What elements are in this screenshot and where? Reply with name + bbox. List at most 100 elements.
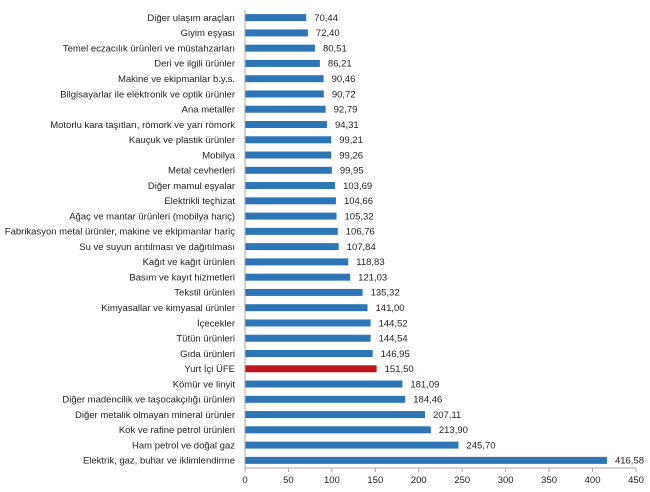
data-label: 135,32 bbox=[371, 288, 400, 299]
data-label: 90,72 bbox=[332, 89, 356, 100]
category-label: Kağıt ve kağıt ürünleri bbox=[143, 257, 235, 268]
data-label: 94,31 bbox=[335, 120, 359, 131]
category-label: Kimyasallar ve kimyasal ürünler bbox=[101, 303, 235, 314]
data-label: 99,95 bbox=[340, 166, 364, 177]
category-label: Kömür ve linyit bbox=[173, 379, 236, 390]
bar bbox=[245, 136, 332, 144]
bar bbox=[245, 59, 320, 67]
category-label: Mobilya bbox=[202, 150, 235, 161]
data-label: 184,46 bbox=[413, 395, 442, 406]
data-label: 105,32 bbox=[345, 211, 374, 222]
category-label: İçecekler bbox=[197, 318, 235, 329]
bar bbox=[245, 319, 371, 327]
bar bbox=[245, 29, 308, 37]
bar bbox=[245, 14, 307, 22]
x-tick-label: 50 bbox=[283, 475, 294, 486]
category-label: Ana metaller bbox=[182, 105, 235, 116]
bar bbox=[245, 456, 607, 464]
data-label: 106,76 bbox=[346, 227, 375, 238]
x-tick-label: 250 bbox=[454, 475, 470, 486]
bar bbox=[245, 227, 338, 235]
data-label: 90,46 bbox=[332, 74, 356, 85]
bar bbox=[245, 395, 406, 403]
category-label: Diğer madencilik ve taşocakçılığı ürünle… bbox=[62, 395, 235, 406]
bar bbox=[245, 166, 332, 174]
data-label: 151,50 bbox=[385, 364, 414, 375]
data-label: 141,00 bbox=[376, 303, 405, 314]
x-tick-label: 300 bbox=[498, 475, 514, 486]
bar bbox=[245, 334, 371, 342]
x-tick-label: 200 bbox=[411, 475, 427, 486]
x-tick-label: 100 bbox=[324, 475, 340, 486]
data-label: 181,09 bbox=[410, 379, 439, 390]
data-label: 86,21 bbox=[328, 59, 352, 70]
category-label: Elektrik, gaz, buhar ve iklimlendirme bbox=[83, 456, 235, 467]
category-label: Yurt İçi ÜFE bbox=[184, 364, 235, 375]
category-label: Diğer mamul eşyalar bbox=[148, 181, 235, 192]
category-label: Tekstil ürünleri bbox=[174, 288, 235, 299]
category-label: Kok ve rafine petrol ürünleri bbox=[119, 425, 235, 436]
bar bbox=[245, 441, 459, 449]
category-label: Bilgisayarlar ile elektronik ve optik ür… bbox=[60, 89, 235, 100]
category-label: Basım ve kayıt hizmetleri bbox=[129, 272, 235, 283]
x-tick-label: 0 bbox=[242, 475, 247, 486]
category-label: Diğer metalik olmayan mineral ürünler bbox=[75, 410, 235, 421]
bar bbox=[245, 105, 326, 113]
category-label: Deri ve ilgili ürünler bbox=[154, 59, 235, 70]
data-label: 99,21 bbox=[339, 135, 363, 146]
bar bbox=[245, 182, 336, 190]
bar bbox=[245, 350, 373, 357]
category-label: Giyim eşyası bbox=[181, 28, 235, 39]
category-label: Ham petrol ve doğal gaz bbox=[132, 440, 235, 451]
data-label: 70,44 bbox=[314, 13, 338, 24]
category-label: Metal cevherleri bbox=[168, 166, 235, 177]
data-label: 107,84 bbox=[347, 242, 376, 253]
category-label: Fabrikasyon metal ürünler, makine ve eki… bbox=[5, 227, 235, 238]
bar bbox=[245, 288, 363, 296]
bar bbox=[245, 44, 315, 52]
bar bbox=[245, 426, 431, 434]
category-label: Makine ve ekipmanlar b.y.s. bbox=[118, 74, 235, 85]
data-label: 146,95 bbox=[381, 349, 410, 360]
x-tick-label: 400 bbox=[585, 475, 601, 486]
data-label: 416,58 bbox=[615, 456, 644, 467]
bar bbox=[245, 197, 336, 205]
x-tick-label: 450 bbox=[628, 475, 644, 486]
data-label: 72,40 bbox=[316, 28, 340, 39]
bar bbox=[245, 258, 349, 266]
category-label: Elektrikli teçhizat bbox=[164, 196, 235, 207]
bar bbox=[245, 304, 368, 312]
bar bbox=[245, 151, 332, 159]
category-label: Kauçuk ve plastik ürünler bbox=[129, 135, 235, 146]
data-label: 99,26 bbox=[339, 150, 363, 161]
category-label: Motorlu kara taşıtları, römork ve yarı r… bbox=[50, 120, 235, 131]
bar bbox=[245, 212, 337, 220]
data-label: 213,90 bbox=[439, 425, 468, 436]
bar bbox=[245, 411, 425, 419]
data-label: 121,03 bbox=[358, 272, 387, 283]
data-label: 104,66 bbox=[344, 196, 373, 207]
data-label: 245,70 bbox=[466, 440, 495, 451]
category-label: Ağaç ve mantar ürünleri (mobilya hariç) bbox=[69, 211, 235, 222]
x-tick-label: 350 bbox=[541, 475, 557, 486]
data-label: 144,52 bbox=[379, 318, 408, 329]
data-label: 92,79 bbox=[334, 105, 358, 116]
data-label: 207,11 bbox=[433, 410, 461, 421]
category-label: Gıda ürünleri bbox=[180, 349, 235, 360]
category-label: Su ve suyun arıtılması ve dağıtılması bbox=[79, 242, 235, 253]
bar bbox=[245, 380, 403, 388]
category-label: Temel eczacılık ürünleri ve müstahzarlar… bbox=[63, 43, 235, 54]
bar bbox=[245, 90, 324, 98]
category-label: Diğer ulaşım araçları bbox=[147, 13, 235, 24]
data-label: 80,51 bbox=[323, 43, 347, 54]
x-tick-label: 150 bbox=[367, 475, 383, 486]
bar bbox=[245, 121, 327, 128]
data-label: 118,83 bbox=[356, 257, 384, 268]
data-label: 144,54 bbox=[379, 334, 408, 345]
bar-highlight bbox=[245, 365, 377, 373]
bar bbox=[245, 273, 351, 281]
category-label: Tütün ürünleri bbox=[176, 334, 235, 345]
bar bbox=[245, 243, 339, 251]
data-label: 103,69 bbox=[343, 181, 372, 192]
